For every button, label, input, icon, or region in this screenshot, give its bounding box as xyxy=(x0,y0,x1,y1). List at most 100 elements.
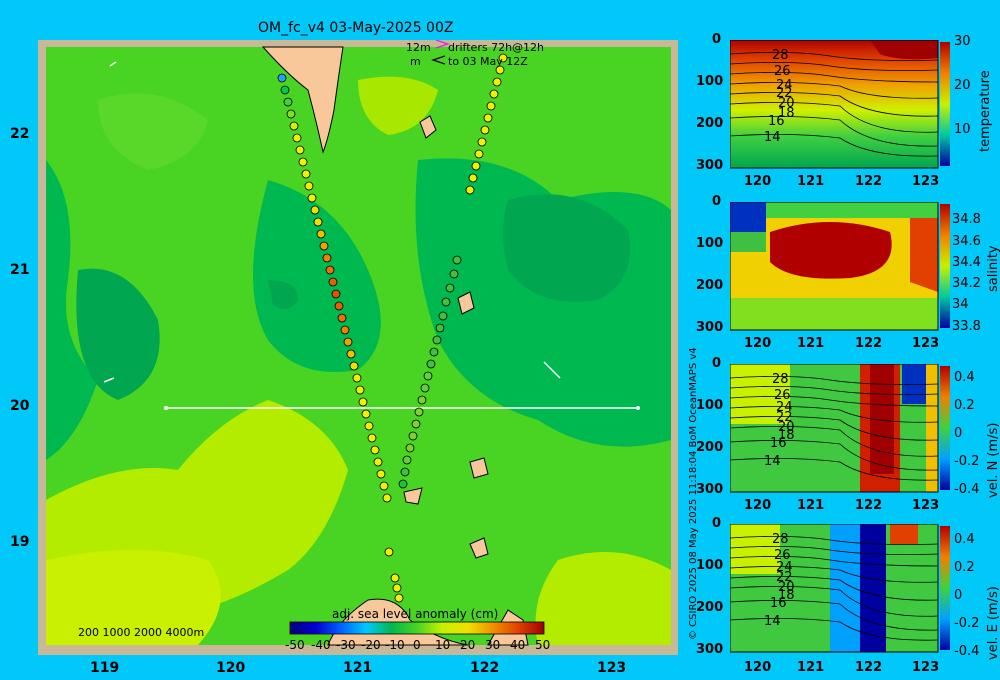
panel-y-tick: 0 xyxy=(712,516,722,531)
contour-label: 24 xyxy=(776,400,793,415)
panel-x-tick: 120 xyxy=(744,336,772,351)
map-title: OM_fc_v4 03-May-2025 00Z xyxy=(258,20,454,36)
panel-y-tick: 100 xyxy=(696,74,724,89)
sla-low-center xyxy=(253,180,381,372)
drifter-legend-line1a: 12m xyxy=(406,41,431,54)
colorbar-tick: -20 xyxy=(361,638,381,652)
colorbar-tick: 0 xyxy=(413,638,421,652)
contour-label: 28 xyxy=(772,532,789,547)
cb-tick: 34.2 xyxy=(952,276,981,291)
colorbar-tick: 50 xyxy=(535,638,551,652)
colorbar-tick: 30 xyxy=(485,638,501,652)
contour-label: 28 xyxy=(772,372,789,387)
panel-temperature xyxy=(730,40,950,169)
drifter-legend-line2a: m xyxy=(410,55,421,68)
panel-x-tick: 121 xyxy=(797,498,825,513)
contour-label: 26 xyxy=(774,548,791,563)
contour-label: 22 xyxy=(776,410,793,425)
x-tick: 121 xyxy=(343,660,373,676)
y-tick: 19 xyxy=(10,534,30,550)
contour-label: 18 xyxy=(778,588,795,603)
y-tick: 21 xyxy=(10,262,30,278)
contour-label: 22 xyxy=(776,570,793,585)
contour-label: 16 xyxy=(770,436,787,451)
panel-x-tick: 123 xyxy=(912,498,940,513)
panel-x-tick: 122 xyxy=(855,660,883,675)
panel-label-vel-e: vel. E (m/s) xyxy=(986,586,1000,660)
panel-label-temperature: temperature xyxy=(978,70,993,152)
panel-y-tick: 0 xyxy=(712,356,722,371)
cb-tick: 33.8 xyxy=(952,319,981,334)
contour-label: 24 xyxy=(776,78,793,93)
cb-tick: 0.4 xyxy=(954,370,975,385)
cb-tick: 34.6 xyxy=(952,234,981,249)
sla-low-east-core xyxy=(503,194,630,302)
panel-y-tick: 200 xyxy=(696,440,724,455)
panel-y-tick: 300 xyxy=(696,320,724,335)
panel-x-tick: 120 xyxy=(744,660,772,675)
colorbar-tick: 20 xyxy=(460,638,476,652)
x-tick: 123 xyxy=(597,660,627,676)
colorbar-tick: -40 xyxy=(311,638,331,652)
panel-x-tick: 122 xyxy=(855,336,883,351)
y-tick: 22 xyxy=(10,126,30,142)
cb-tick: 30 xyxy=(954,34,971,49)
cb-tick: 0.2 xyxy=(954,560,975,575)
contour-label: 18 xyxy=(778,428,795,443)
contour-label: 26 xyxy=(774,64,791,79)
contour-label: 18 xyxy=(778,106,795,121)
panel-y-tick: 300 xyxy=(696,482,724,497)
x-tick: 122 xyxy=(470,660,500,676)
x-tick: 120 xyxy=(216,660,246,676)
colorbar-tick: 10 xyxy=(435,638,451,652)
panel-vel-n xyxy=(730,364,950,493)
cb-tick: 0 xyxy=(954,588,963,603)
colorbar-tick: -10 xyxy=(385,638,405,652)
contour-label: 16 xyxy=(770,596,787,611)
depth-legend: 200 1000 2000 4000m xyxy=(78,626,205,639)
panel-label-vel-n: vel. N (m/s) xyxy=(986,422,1000,498)
cb-tick: 10 xyxy=(954,122,971,137)
cb-tick: -0.2 xyxy=(954,616,980,631)
sla-map xyxy=(38,40,678,655)
panel-label-salinity: salinity xyxy=(986,245,1000,292)
panel-x-tick: 122 xyxy=(855,174,883,189)
panel-x-tick: 123 xyxy=(912,336,940,351)
panel-x-tick: 121 xyxy=(797,174,825,189)
sla-colorbar xyxy=(289,621,545,635)
cb-tick: 0 xyxy=(954,426,963,441)
colorbar-title: adj. sea level anomaly (cm) xyxy=(332,607,499,621)
panel-x-tick: 121 xyxy=(797,660,825,675)
contour-label: 28 xyxy=(772,48,789,63)
sla-high-north xyxy=(358,76,438,135)
cb-tick: -0.2 xyxy=(954,454,980,469)
sla-low-patch xyxy=(76,268,160,400)
panel-x-tick: 123 xyxy=(912,174,940,189)
panel-y-tick: 200 xyxy=(696,278,724,293)
panel-x-tick: 120 xyxy=(744,174,772,189)
panel-y-tick: 200 xyxy=(696,116,724,131)
x-tick: 119 xyxy=(90,660,120,676)
contour-label: 22 xyxy=(776,86,793,101)
y-tick: 20 xyxy=(10,398,30,414)
panel-y-tick: 200 xyxy=(696,600,724,615)
contour-label: 14 xyxy=(764,130,781,145)
panel-vel-e xyxy=(730,524,950,653)
colorbar-tick: -30 xyxy=(336,638,356,652)
panel-y-tick: 300 xyxy=(696,158,724,173)
contour-label: 20 xyxy=(778,96,795,111)
panel-x-tick: 121 xyxy=(797,336,825,351)
panel-y-tick: 100 xyxy=(696,236,724,251)
land-taiwan xyxy=(261,46,344,154)
panel-x-tick: 122 xyxy=(855,498,883,513)
panel-y-tick: 300 xyxy=(696,642,724,657)
drifter-legend-line1b: drifters 72h@12h xyxy=(448,41,545,54)
cb-tick: 0.2 xyxy=(954,398,975,413)
cb-tick: -0.4 xyxy=(954,644,980,659)
panel-salinity xyxy=(730,202,950,331)
contour-label: 24 xyxy=(776,560,793,575)
contour-label: 14 xyxy=(764,454,781,469)
drifter-legend-line2b: to 03 May 12Z xyxy=(448,55,528,68)
contour-label: 20 xyxy=(778,580,795,595)
cb-tick: 0.4 xyxy=(954,532,975,547)
